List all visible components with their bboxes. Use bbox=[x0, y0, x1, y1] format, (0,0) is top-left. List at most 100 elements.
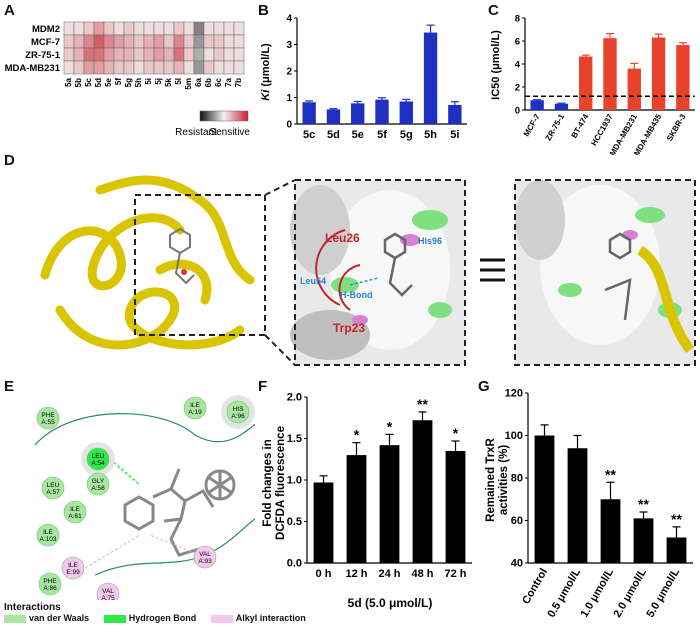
heatmap-cell bbox=[113, 21, 125, 36]
heatmap-col-label: 5i bbox=[144, 78, 153, 85]
residue-label: VAL bbox=[102, 588, 114, 595]
heatmap-cell bbox=[183, 60, 195, 75]
residue-label: A:61 bbox=[68, 513, 82, 520]
heatmap-cell bbox=[213, 60, 225, 75]
heatmap-cell bbox=[173, 60, 185, 75]
heatmap-cell bbox=[73, 60, 85, 75]
y-tick-label: 2 bbox=[286, 67, 292, 78]
residue-label: A:55 bbox=[41, 419, 55, 426]
heatmap-cell bbox=[143, 60, 155, 75]
bar bbox=[666, 537, 687, 563]
heatmap-cell bbox=[63, 21, 75, 36]
residue-node bbox=[86, 472, 110, 496]
heatmap-cell bbox=[103, 21, 115, 36]
residue-node bbox=[193, 545, 217, 569]
heatmap-cell bbox=[73, 21, 85, 36]
y-tick-label: 8 bbox=[515, 14, 520, 25]
heatmap-cell bbox=[183, 47, 195, 62]
bar bbox=[530, 100, 544, 110]
significance-mark: * bbox=[387, 418, 393, 434]
heatmap-cell bbox=[223, 47, 235, 62]
bar bbox=[313, 482, 334, 563]
ligand-structure bbox=[123, 468, 236, 557]
residue-label: ILE bbox=[68, 562, 78, 569]
heatmap-cell bbox=[73, 47, 85, 62]
y-tick-label: 2.0 bbox=[287, 392, 302, 404]
panel-label-a: A bbox=[4, 2, 15, 19]
y-axis-title-line1: Fold changes in bbox=[262, 439, 274, 527]
heatmap-scale-bar bbox=[199, 110, 249, 122]
heatmap-cell bbox=[83, 47, 95, 62]
heatmap-col-label: 5j bbox=[154, 78, 163, 85]
heatmap-cell bbox=[113, 60, 125, 75]
heatmap-cell bbox=[233, 34, 245, 49]
scale-low-label: Resistant bbox=[175, 127, 217, 138]
bar bbox=[412, 420, 433, 563]
dcfda-bar-chart: 0.0 0.5 1.0 1.5 2.0 0 h * 12 h * 24 h ** 48 h * 72 h F… bbox=[262, 392, 472, 610]
heatmap-cell bbox=[213, 21, 225, 36]
bar bbox=[379, 445, 400, 563]
significance-mark: ** bbox=[671, 511, 682, 527]
heatmap-col-label: 5d bbox=[94, 78, 103, 87]
bar bbox=[627, 68, 641, 110]
heatmap-row-label: MDA-MB231 bbox=[5, 63, 61, 74]
heatmap-cell bbox=[153, 60, 165, 75]
heatmap-col-label: 5g bbox=[124, 78, 133, 87]
y-tick-label: 1 bbox=[286, 93, 292, 104]
heatmap-cell bbox=[183, 34, 195, 49]
label-leu54: Leu54 bbox=[300, 276, 326, 286]
residue-label: A:57 bbox=[46, 489, 60, 496]
bar bbox=[445, 450, 466, 563]
heatmap-col-label: 5l bbox=[174, 78, 183, 85]
residue-node bbox=[41, 476, 65, 500]
y-tick-label: 80 bbox=[511, 473, 523, 485]
heatmap-cell bbox=[93, 47, 105, 62]
heatmap-cell bbox=[163, 34, 175, 49]
scale-high-label: Sensitive bbox=[209, 127, 250, 138]
heatmap-cell bbox=[223, 21, 235, 36]
heatmap-cell bbox=[203, 21, 215, 36]
heatmap-cell bbox=[193, 60, 205, 75]
residue-node bbox=[96, 582, 120, 600]
heatmap-cell bbox=[113, 47, 125, 62]
y-tick-label: 4 bbox=[286, 14, 292, 25]
residue-node bbox=[226, 400, 250, 424]
heatmap-col-label: 6a bbox=[194, 77, 203, 86]
heatmap-cell bbox=[93, 21, 105, 36]
heatmap-cell bbox=[83, 21, 95, 36]
bar bbox=[676, 45, 690, 110]
label-his96: His96 bbox=[418, 236, 442, 246]
bar bbox=[351, 103, 365, 124]
heatmap-cell bbox=[93, 60, 105, 75]
x-tick-label: 5g bbox=[400, 129, 413, 141]
y-tick-label: 100 bbox=[505, 430, 523, 442]
panel-label-g: G bbox=[478, 378, 490, 395]
heatmap-cell bbox=[133, 47, 145, 62]
bar bbox=[423, 32, 438, 125]
residue-label: HIS bbox=[233, 406, 245, 413]
residue-label: LEU bbox=[92, 453, 105, 460]
ligand-small bbox=[169, 227, 195, 285]
heatmap-col-label: 5e bbox=[104, 77, 113, 86]
heatmap-cell bbox=[123, 47, 135, 62]
heatmap-col-label: 7b bbox=[234, 78, 243, 87]
y-tick-label: 0 bbox=[515, 106, 520, 117]
heatmap-cell bbox=[173, 21, 185, 36]
panel-label-e: E bbox=[4, 378, 15, 395]
heatmap-cell bbox=[123, 60, 135, 75]
heatmap-cell bbox=[163, 21, 175, 36]
x-tick-label: 5h bbox=[424, 129, 437, 141]
heatmap-cell bbox=[163, 47, 175, 62]
panel-label-f: F bbox=[258, 378, 268, 395]
label-trp23: Trp23 bbox=[333, 321, 365, 335]
bar bbox=[567, 448, 588, 563]
heatmap-cell bbox=[63, 47, 75, 62]
x-tick-label: 0.5 μmol/L bbox=[545, 566, 583, 619]
heatmap-cell bbox=[143, 21, 155, 36]
x-tick-label: 12 h bbox=[345, 568, 367, 580]
heatmap-col-label: 5h bbox=[134, 78, 143, 87]
heatmap-col-label: 6b bbox=[204, 78, 213, 87]
heatmap-row-label: MCF-7 bbox=[31, 37, 60, 48]
zoom-box bbox=[134, 194, 266, 336]
y-tick-label: 60 bbox=[511, 515, 523, 527]
